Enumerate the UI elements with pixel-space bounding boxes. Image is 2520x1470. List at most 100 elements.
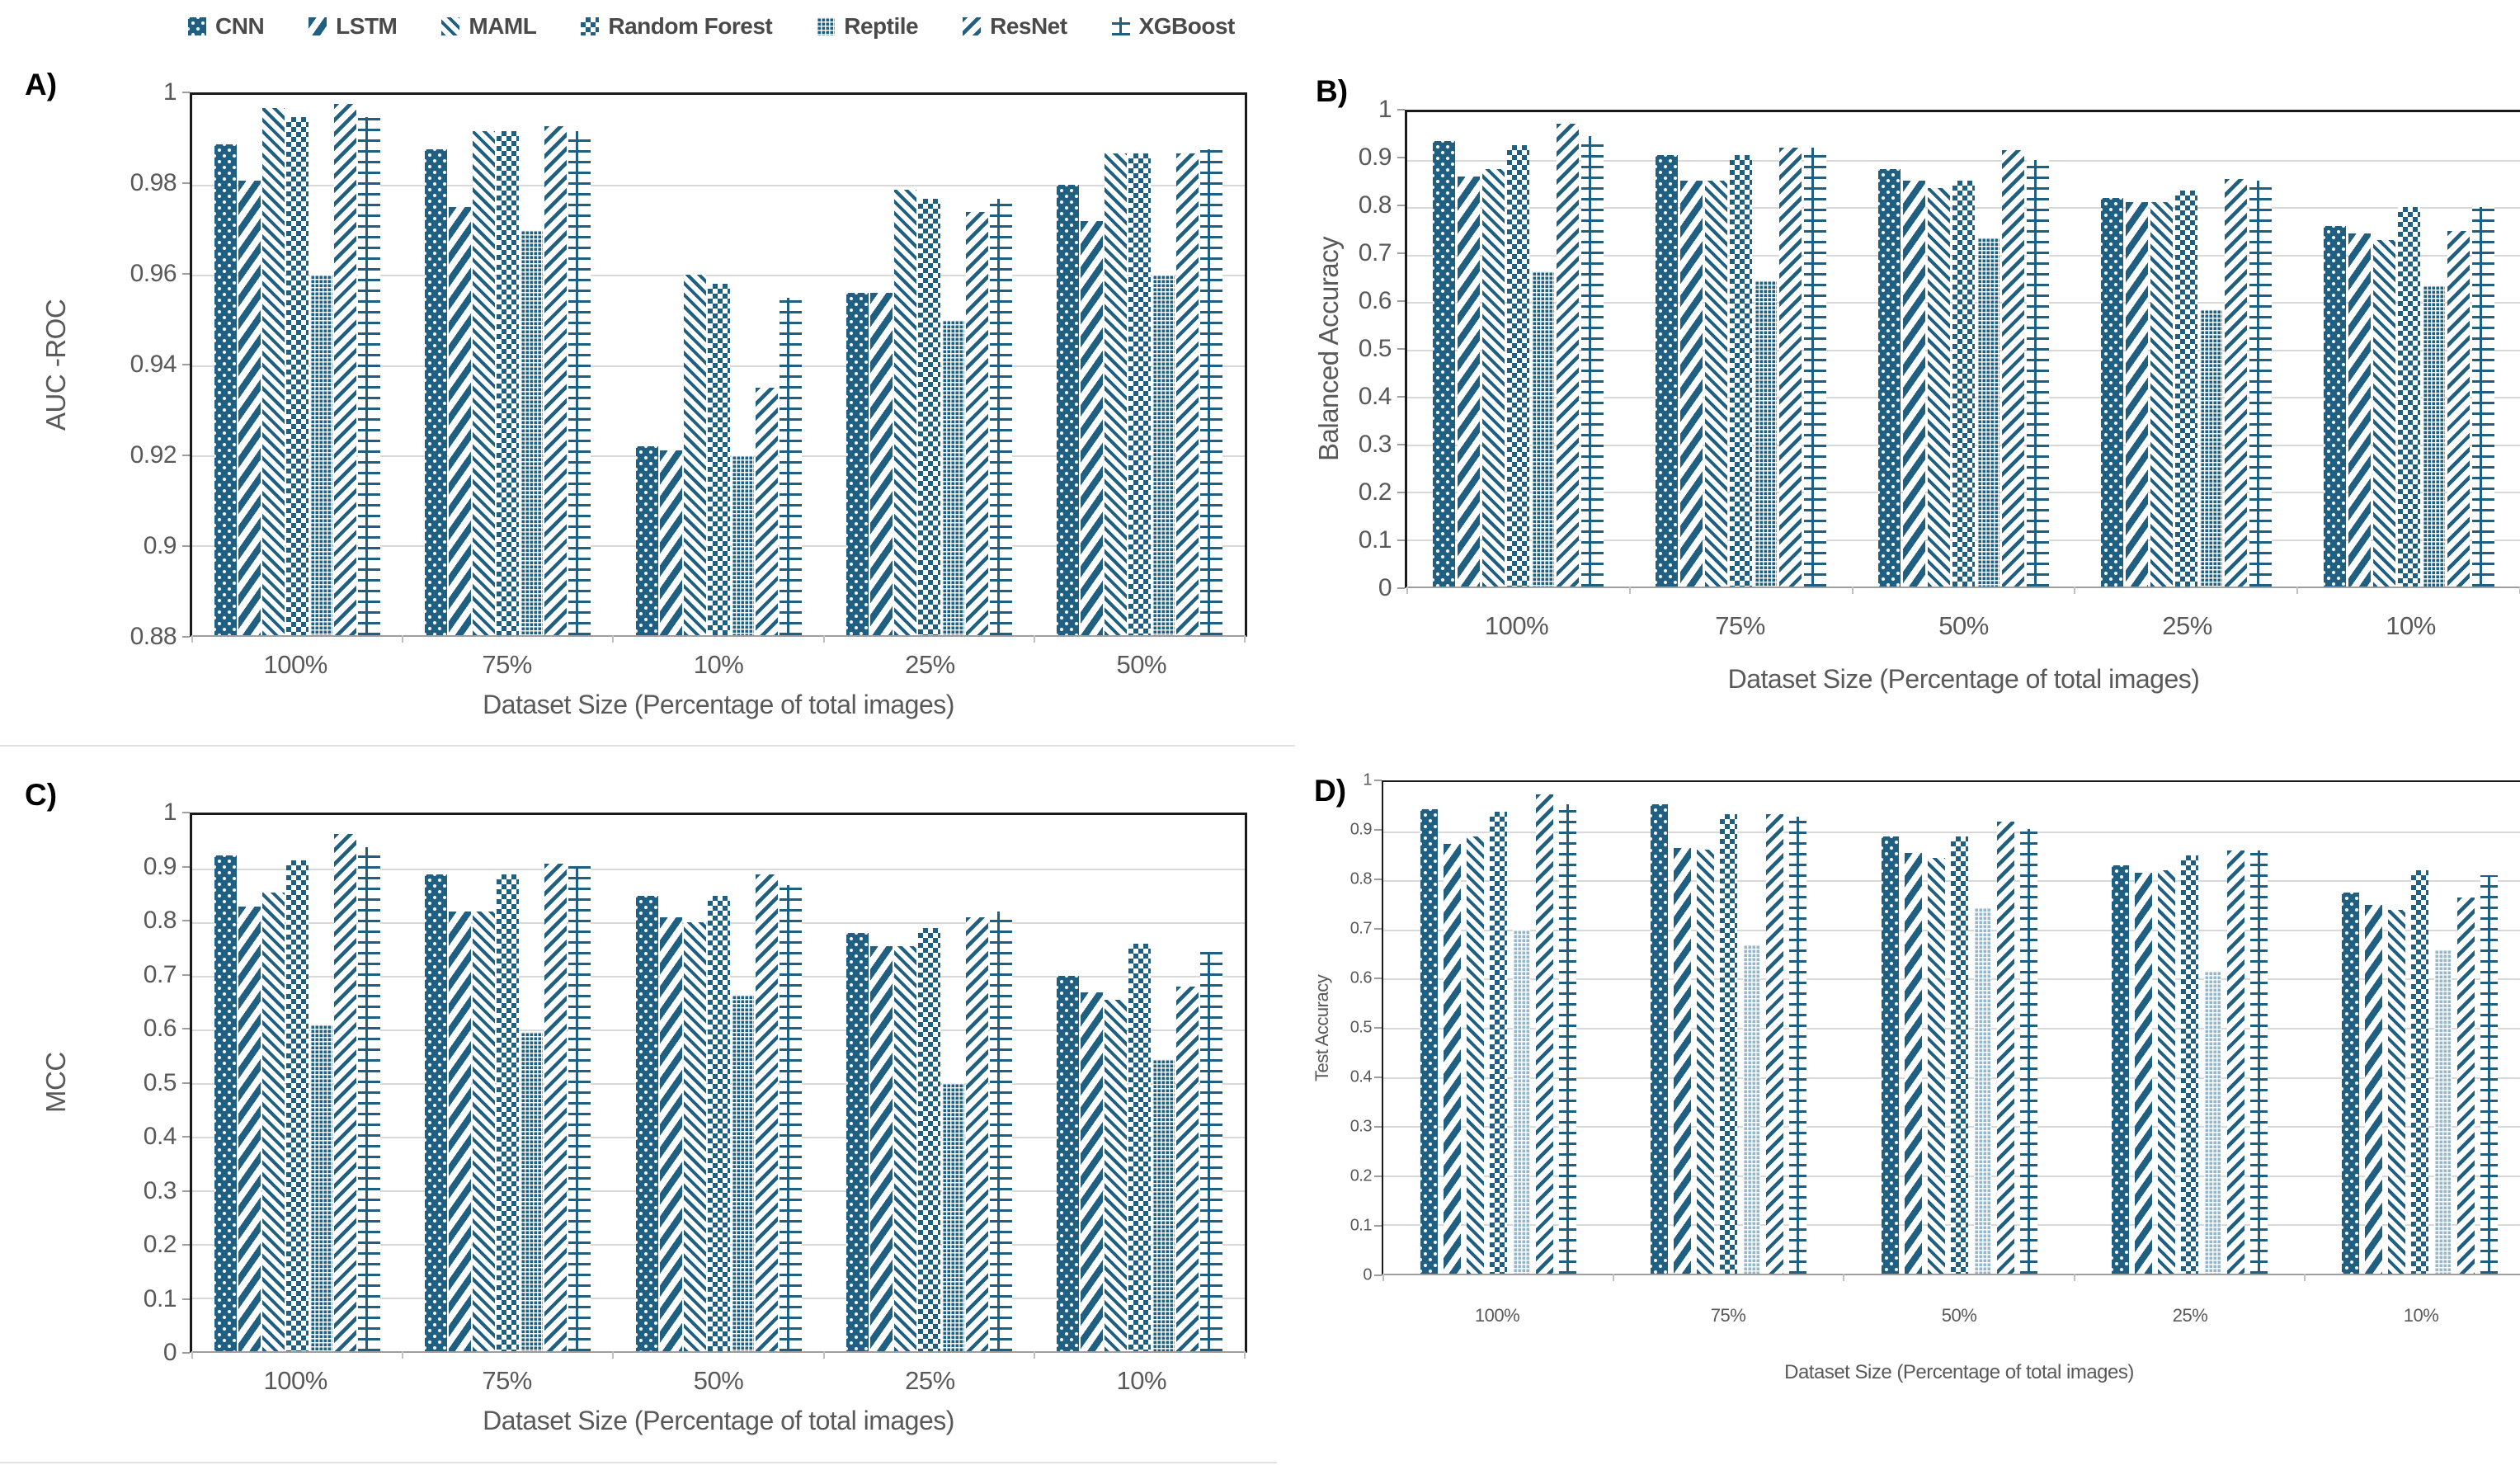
bar-resnet-25 xyxy=(965,916,988,1351)
bar-resnet-100 xyxy=(334,103,357,635)
bar-resnet-50 xyxy=(755,874,778,1351)
y-tick-label: 0.4 xyxy=(1358,383,1392,410)
bar-maml-75 xyxy=(473,912,496,1351)
x-tick-mark xyxy=(612,635,615,643)
panel-c-plot-area xyxy=(190,813,1247,1359)
bar-resnet-25 xyxy=(2226,850,2244,1274)
y-tick-mark xyxy=(1374,1126,1382,1128)
x-category-label: 100% xyxy=(263,650,328,679)
bar-lstm-25 xyxy=(869,293,893,635)
y-tick-label: 1 xyxy=(1363,770,1372,789)
bar-xgboost-100 xyxy=(1581,135,1604,587)
y-tick-mark xyxy=(1397,444,1405,445)
bar-resnet-75 xyxy=(544,863,568,1351)
bar-xgboost-75 xyxy=(568,130,591,635)
bar-lstm-25 xyxy=(869,946,893,1351)
bar-group-75 xyxy=(1630,112,1853,587)
bar-xgboost-100 xyxy=(1559,803,1577,1274)
bar-lstm-75 xyxy=(449,912,472,1351)
bar-maml-50 xyxy=(1927,858,1945,1274)
panel-d-y-axis-title: Test Accuracy xyxy=(1312,974,1332,1081)
legend-item-reptile: Reptile xyxy=(817,13,919,40)
bar-xgboost-75 xyxy=(1804,148,1827,587)
bar-lstm-10 xyxy=(659,450,682,635)
y-tick-mark xyxy=(1397,205,1405,206)
bar-maml-50 xyxy=(683,922,706,1351)
y-tick-label: 0.7 xyxy=(143,960,177,988)
bar-lstm-50 xyxy=(659,916,682,1351)
y-tick-mark xyxy=(182,1298,190,1300)
y-tick-mark xyxy=(182,1136,190,1138)
panel-b-x-axis-title: Dataset Size (Percentage of total images… xyxy=(1727,664,2200,694)
bar-group-25 xyxy=(2075,782,2305,1274)
bar-random-forest-75 xyxy=(497,130,520,635)
bar-group-10 xyxy=(1034,815,1245,1351)
gridline xyxy=(192,275,1245,277)
bar-lstm-50 xyxy=(1904,853,1922,1274)
x-tick-mark xyxy=(2303,1274,2306,1281)
bar-xgboost-25 xyxy=(2249,181,2272,587)
y-tick-mark xyxy=(182,1081,190,1084)
bar-group-50 xyxy=(1034,95,1245,635)
y-tick-label: 0.96 xyxy=(130,260,177,287)
bar-maml-25 xyxy=(893,189,916,635)
bar-reptile-50 xyxy=(731,994,754,1351)
bar-cnn-25 xyxy=(845,293,869,635)
y-tick-mark xyxy=(1397,396,1405,398)
y-tick-label: 0 xyxy=(163,1339,177,1366)
y-tick-label: 0 xyxy=(1363,1265,1372,1284)
legend-item-lstm: LSTM xyxy=(309,13,398,40)
bar-group-50 xyxy=(613,815,823,1351)
panel-d-plot-area xyxy=(1382,780,2520,1281)
bar-group-10 xyxy=(613,95,823,635)
y-tick-label: 0.7 xyxy=(1358,239,1392,266)
panel-d-label: D) xyxy=(1314,774,1347,808)
panel-a-x-axis-ticks: 100% 75% 10% 25% 50% xyxy=(190,650,1247,680)
x-tick-mark xyxy=(1406,587,1408,594)
bar-cnn-25 xyxy=(2111,865,2129,1274)
panel-d-x-axis-ticks: 100% 75% 50% 25% 10% xyxy=(1382,1305,2520,1326)
panel-a: A) AUC -ROC 1 0.98 0.96 0.94 0.92 0.9 0.88 100… xyxy=(15,33,1247,720)
gridline xyxy=(192,869,1245,870)
y-tick-label: 0.6 xyxy=(1358,287,1392,314)
bar-xgboost-50 xyxy=(779,884,802,1351)
legend: CNN LSTM MAML Random Forest Reptile ResNet XGB… xyxy=(188,8,1235,45)
panel-a-y-axis-ticks: 1 0.98 0.96 0.94 0.92 0.9 0.88 xyxy=(97,78,190,650)
bar-lstm-50 xyxy=(1080,220,1103,635)
bar-xgboost-50 xyxy=(2019,828,2037,1274)
y-tick-label: 0.92 xyxy=(130,441,177,469)
bar-maml-75 xyxy=(473,130,496,635)
x-category-label: 10% xyxy=(693,650,744,679)
bar-maml-75 xyxy=(1705,181,1728,587)
bar-random-forest-10 xyxy=(2397,207,2420,587)
legend-item-cnn: CNN xyxy=(188,13,265,40)
bar-lstm-10 xyxy=(1080,992,1103,1351)
x-category-label: 75% xyxy=(482,650,532,679)
y-tick-mark xyxy=(182,1190,190,1192)
y-tick-mark xyxy=(1397,587,1405,589)
x-tick-mark xyxy=(1843,1274,1845,1281)
panel-c: C) MCC 1 0.9 0.8 0.7 0.6 0.5 0.4 0.3 0.2 0.1 0 100… xyxy=(15,771,1247,1436)
bar-resnet-25 xyxy=(2224,178,2247,587)
panel-b-plot-area xyxy=(1405,110,2520,594)
bar-xgboost-50 xyxy=(1199,148,1222,635)
y-tick-label: 0.3 xyxy=(1358,431,1392,458)
bar-resnet-50 xyxy=(1175,153,1199,635)
panel-c-y-axis-ticks: 1 0.9 0.8 0.7 0.6 0.5 0.4 0.3 0.2 0.1 0 xyxy=(97,799,190,1366)
panel-b-x-axis-ticks: 100% 75% 50% 25% 10% xyxy=(1405,611,2520,641)
bar-resnet-10 xyxy=(755,387,778,635)
bar-lstm-75 xyxy=(449,207,472,635)
fine-grid-swatch-icon xyxy=(817,17,836,35)
y-tick-mark xyxy=(1374,780,1382,781)
bar-maml-100 xyxy=(1482,169,1505,587)
bar-random-forest-10 xyxy=(1128,944,1151,1351)
bar-reptile-100 xyxy=(1532,271,1555,587)
bar-group-100 xyxy=(192,95,403,635)
panel-c-x-axis-title: Dataset Size (Percentage of total images… xyxy=(483,1406,954,1435)
bar-group-10 xyxy=(2305,782,2520,1274)
bar-maml-10 xyxy=(2387,909,2405,1274)
bar-cnn-50 xyxy=(1056,185,1079,635)
bar-reptile-10 xyxy=(2422,285,2445,587)
bar-reptile-10 xyxy=(2433,949,2452,1274)
y-tick-mark xyxy=(182,920,190,921)
